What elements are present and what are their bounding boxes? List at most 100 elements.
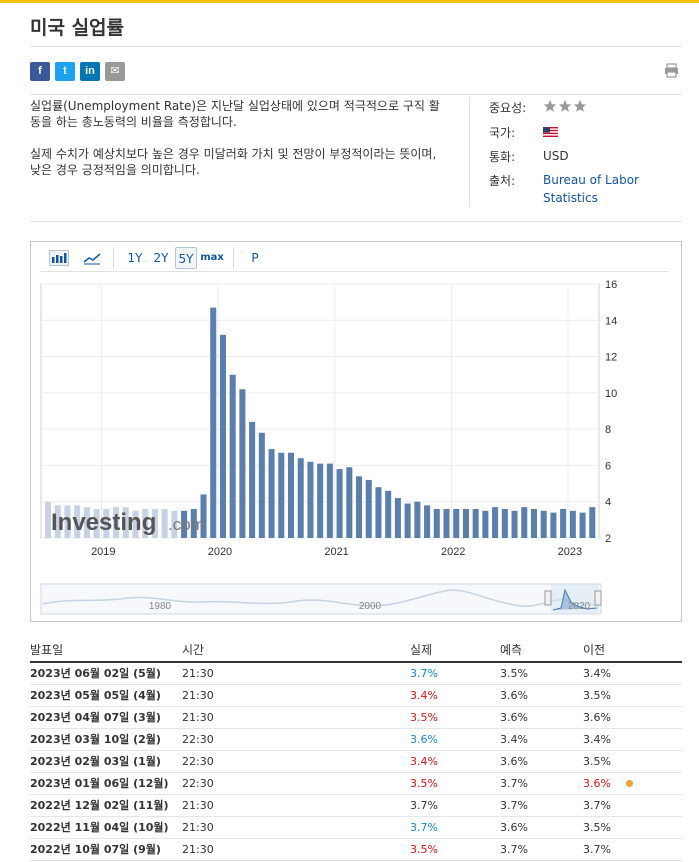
bar[interactable] (161, 508, 168, 538)
unemployment-chart: 16 14 12 10 8 6 4 2 2019 2020 2021 2022 2023 Investin… (40, 279, 617, 615)
bar[interactable] (550, 512, 557, 538)
header-time: 시간 (182, 638, 410, 663)
bar[interactable] (258, 432, 265, 538)
bar[interactable] (346, 467, 353, 538)
bar[interactable] (151, 508, 158, 538)
bar[interactable] (307, 461, 314, 538)
source-link[interactable]: Bureau of Labor Statistics (543, 173, 639, 205)
time-cell: 21:30 (182, 838, 410, 861)
table-row: 2023년 02월 03일 (1월) 22:30 3.4% 3.6% 3.5% (30, 750, 682, 773)
bar[interactable] (433, 508, 440, 538)
bar[interactable] (45, 501, 52, 538)
bar[interactable] (414, 501, 421, 538)
bar[interactable] (210, 307, 217, 538)
bar[interactable] (132, 510, 139, 538)
actual-cell: 3.5% (410, 772, 500, 795)
bar[interactable] (579, 512, 586, 538)
table-row: 2023년 01월 06일 (12월) 22:30 3.5% 3.7% 3.6% (30, 772, 682, 795)
bar[interactable] (375, 487, 382, 538)
currency-value: USD (543, 149, 569, 163)
bar[interactable] (569, 510, 576, 538)
linkedin-share-button[interactable]: in (80, 62, 100, 81)
description-paragraph: 실제 수치가 예상치보다 높은 경우 미달러화 가치 및 전망이 부정적이라는 … (30, 147, 437, 177)
bar[interactable] (54, 505, 61, 538)
navigator-label: 1980 (149, 601, 172, 612)
actual-cell: 3.6% (410, 728, 500, 751)
bar[interactable] (229, 374, 236, 538)
bar[interactable] (589, 507, 596, 538)
bar[interactable] (93, 508, 100, 538)
bar[interactable] (297, 458, 304, 538)
forecast-cell: 3.6% (500, 706, 583, 729)
bar[interactable] (492, 507, 499, 538)
y-tick-label: 2 (605, 533, 611, 545)
date-cell: 2023년 03월 10일 (2월) (30, 728, 182, 751)
navigator-track[interactable] (40, 583, 602, 615)
bar[interactable] (200, 494, 207, 538)
print-icon[interactable] (664, 63, 679, 78)
bar[interactable] (443, 508, 450, 538)
bar[interactable] (239, 389, 246, 538)
bar[interactable] (501, 508, 508, 538)
toolbar-separator (233, 247, 234, 269)
bar[interactable] (219, 334, 226, 538)
watermark-suffix: .com (168, 515, 205, 534)
bar[interactable] (113, 507, 120, 538)
bar[interactable] (278, 452, 285, 538)
bar[interactable] (317, 463, 324, 538)
bar-chart-icon[interactable] (49, 250, 69, 266)
bar[interactable] (521, 507, 528, 538)
bar[interactable] (530, 508, 537, 538)
email-share-button[interactable]: ✉ (105, 62, 125, 81)
bar[interactable] (540, 510, 547, 538)
bar[interactable] (462, 508, 469, 538)
us-flag-icon (543, 127, 558, 137)
bar[interactable] (249, 421, 256, 538)
bar[interactable] (336, 469, 343, 538)
bar[interactable] (472, 508, 479, 538)
navigator-handle-right[interactable] (594, 590, 602, 606)
bar[interactable] (365, 479, 372, 538)
previous-cell: 3.5% (583, 816, 682, 839)
bar[interactable] (424, 505, 431, 538)
range-button-2y[interactable]: 2Y (153, 251, 169, 265)
bar[interactable] (511, 510, 518, 538)
bar[interactable] (404, 503, 411, 538)
chart-navigator[interactable]: 1980 2000 2020 (40, 583, 602, 615)
bar[interactable] (268, 449, 275, 538)
bar[interactable] (190, 508, 197, 538)
bar[interactable] (171, 510, 178, 538)
bar[interactable] (560, 508, 567, 538)
forecast-cell: 3.6% (500, 684, 583, 707)
currency-label: 통화: (489, 150, 516, 164)
facebook-share-button[interactable]: f (30, 62, 50, 81)
actual-cell: 3.5% (410, 706, 500, 729)
range-button-max[interactable]: max (200, 252, 224, 263)
navigator-selection-line (552, 588, 598, 611)
bar[interactable] (181, 510, 188, 538)
twitter-share-button[interactable]: t (55, 62, 75, 81)
bar[interactable] (142, 508, 149, 538)
bar[interactable] (385, 490, 392, 538)
bar[interactable] (394, 498, 401, 538)
page-title: 미국 실업률 (30, 17, 125, 39)
bar[interactable] (83, 507, 90, 538)
bar[interactable] (482, 510, 489, 538)
bar[interactable] (287, 452, 295, 538)
bar[interactable] (103, 508, 110, 538)
source-label: 출처: (489, 174, 516, 188)
bar[interactable] (122, 507, 129, 538)
range-button-p[interactable]: P (251, 251, 259, 265)
bar[interactable] (74, 505, 81, 538)
line-chart-icon[interactable] (82, 250, 102, 266)
description-paragraph: 실업률(Unemployment Rate)은 지난달 실업상태에 있으며 적극… (30, 99, 440, 129)
bar[interactable] (64, 505, 71, 538)
range-button-5y[interactable]: 5Y (175, 247, 197, 269)
navigator-handle-left[interactable] (544, 590, 552, 606)
bar[interactable] (326, 463, 333, 538)
vertical-divider (469, 97, 470, 207)
forecast-cell: 3.7% (500, 772, 583, 795)
bar[interactable] (453, 508, 460, 538)
range-button-1y[interactable]: 1Y (127, 251, 143, 265)
bar[interactable] (356, 476, 363, 538)
